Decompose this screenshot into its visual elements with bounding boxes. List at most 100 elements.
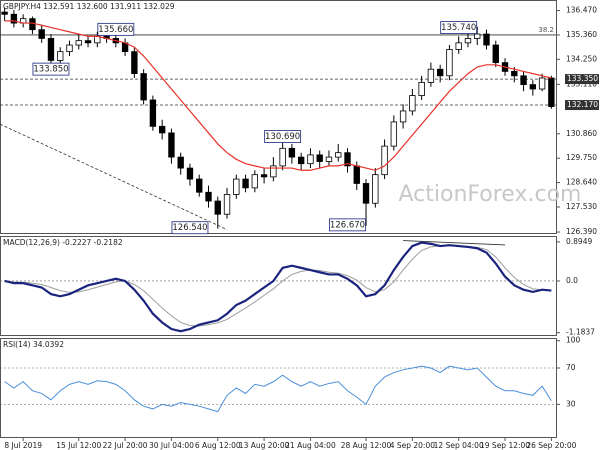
y-tick-label: 129.750: [566, 153, 597, 162]
candle-body: [47, 38, 55, 61]
candle-body: [84, 40, 92, 44]
y-tick-label: 126.390: [566, 227, 597, 236]
x-tick-label: 12 Sep 04:00: [434, 441, 484, 450]
y-tick-label: 70: [566, 363, 576, 372]
candle-body: [223, 194, 231, 215]
level-label: 38.2: [538, 26, 554, 34]
candle-body: [511, 71, 518, 77]
moving-average: [4, 20, 552, 171]
annotation: 126.540: [171, 221, 209, 235]
price-tag-label: 132.170: [567, 100, 598, 109]
annotation-label: 126.670: [330, 220, 365, 230]
annotation-label: 133.850: [33, 65, 68, 75]
candle-body: [418, 81, 425, 96]
annotation-label: 135.740: [441, 23, 476, 33]
panel-title: MACD(12,26,9) -0.2227 -0.2182: [3, 238, 123, 247]
panel-frame: [0, 338, 557, 438]
annotation-box: [440, 21, 478, 34]
annotation: 135.660: [97, 22, 135, 36]
candle-body: [436, 68, 444, 77]
candle-body: [538, 77, 546, 90]
candle-body: [242, 178, 249, 189]
candle-body: [381, 145, 388, 176]
candle-body: [492, 44, 499, 64]
indicator-line: [4, 365, 552, 413]
y-tick-label: 30: [566, 399, 576, 408]
candle-body: [353, 165, 360, 184]
candle-body: [409, 95, 416, 112]
price-tag: [565, 100, 599, 111]
candle-body: [205, 191, 212, 202]
indicator-line: [4, 241, 552, 333]
x-tick-label: 19 Sep 12:00: [480, 441, 530, 450]
candle-body: [38, 29, 45, 39]
x-tick-label: 22 Jul 20:00: [103, 441, 148, 450]
x-tick-label: 15 Jul 12:00: [56, 441, 101, 450]
candle-body: [270, 165, 277, 178]
panel-title: GBPJPY.H4 132.591 132.600 131.911 132.02…: [3, 2, 175, 11]
price-tag: [565, 74, 599, 85]
candle-body: [455, 42, 462, 50]
y-tick-label: 134.250: [566, 54, 597, 63]
y-tick-label: 0.0: [566, 276, 578, 285]
annotation-label: 135.660: [98, 25, 133, 35]
x-tick-label: 30 Jul 04:00: [149, 441, 194, 450]
candle-body: [140, 73, 147, 101]
candle-body: [335, 152, 342, 158]
annotation: 135.740: [440, 21, 478, 34]
panel-frame: [0, 236, 557, 336]
candle-body: [307, 154, 314, 165]
candle-body: [464, 38, 472, 44]
candle-body: [57, 51, 64, 61]
trendline: [0, 123, 228, 230]
candle-body: [177, 156, 184, 169]
candle-body: [186, 167, 194, 180]
x-tick-label: 8 Jul 2019: [4, 441, 42, 450]
y-tick-label: 135.360: [566, 30, 597, 39]
candle-body: [520, 75, 527, 85]
trendline: [403, 240, 506, 246]
candle-body: [251, 174, 259, 189]
x-tick-label: 13 Aug 20:00: [239, 441, 290, 450]
candle-body: [390, 121, 398, 147]
candle-body: [66, 44, 73, 53]
candle-body: [214, 200, 221, 215]
annotation-label: 130.690: [265, 132, 300, 142]
x-tick-label: 26 Sep 20:00: [526, 441, 576, 450]
x-tick-label: 6 Aug 12:00: [195, 441, 241, 450]
x-tick-label: 4 Sep 20:00: [390, 441, 436, 450]
candle-body: [168, 132, 175, 158]
candle-body: [10, 13, 18, 24]
watermark: ActionForex.com: [399, 182, 582, 207]
candle-body: [1, 11, 8, 15]
y-tick-label: 130.860: [566, 129, 597, 138]
annotation-box: [97, 22, 135, 36]
candle-body: [131, 51, 138, 75]
candle-body: [75, 40, 82, 46]
x-tick-label: 28 Aug 12:00: [341, 441, 392, 450]
candle-body: [158, 125, 166, 134]
candle-body: [427, 68, 435, 83]
price-tag-label: 133.350: [567, 74, 598, 83]
candle-body: [344, 152, 351, 167]
annotation-box: [171, 221, 209, 235]
candle-body: [362, 183, 370, 204]
x-tick-label: 21 Aug 04:00: [285, 441, 336, 450]
candle-body: [529, 84, 537, 90]
annotation-box: [329, 218, 366, 232]
candle-body: [288, 147, 296, 158]
annotation-box: [32, 62, 70, 76]
y-tick-label: 127.530: [566, 202, 597, 211]
candle-body: [446, 49, 453, 77]
candle-body: [325, 156, 333, 162]
y-tick-label: 136.470: [566, 6, 597, 15]
annotation-box: [264, 130, 302, 143]
candle-body: [372, 174, 379, 204]
panel-title: RSI(14) 34.0392: [3, 340, 64, 349]
candle-body: [474, 33, 481, 39]
y-tick-label: 128.640: [566, 178, 597, 187]
annotation: 126.670: [329, 218, 366, 232]
candle-body: [279, 147, 286, 167]
panel-frame: [0, 0, 557, 234]
